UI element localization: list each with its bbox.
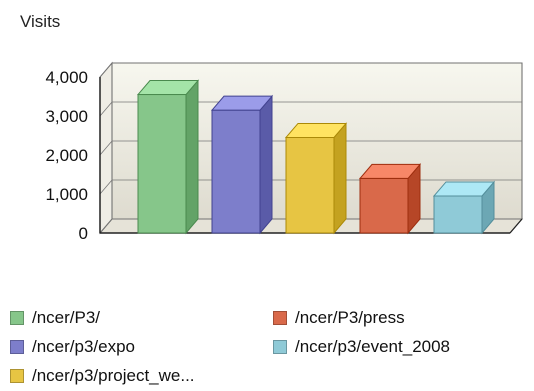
gridline-2	[99, 101, 522, 117]
y-tick-label-4: 1,000	[45, 185, 88, 204]
bar-5	[433, 195, 483, 234]
legend-label-1: /ncer/P3/	[32, 308, 101, 327]
gridline-1	[99, 62, 522, 78]
bar-3	[285, 136, 335, 234]
bar-4	[359, 177, 409, 234]
legend-swatch-2	[273, 311, 287, 325]
gridline-3	[99, 140, 522, 156]
bar-top-5	[432, 181, 496, 197]
bar-1	[137, 94, 187, 234]
legend-label-2: /ncer/P3/press	[295, 308, 405, 327]
bar-side-1	[185, 79, 199, 235]
legend-label-4: /ncer/p3/event_2008	[295, 337, 451, 356]
legend-swatch-3	[10, 340, 24, 354]
legend-swatch-4	[273, 340, 287, 354]
legend-label-3: /ncer/p3/expo	[32, 337, 136, 356]
y-tick-label-5: 0	[79, 224, 88, 243]
bar-chart: Visits 4,000 3,000 2,000 1,000 0	[20, 12, 524, 243]
y-tick-label-2: 3,000	[45, 107, 88, 126]
chart-title: Visits	[20, 12, 60, 31]
chart-legend: /ncer/P3/ /ncer/P3/press /ncer/p3/expo /…	[10, 306, 530, 390]
legend-item-1[interactable]: /ncer/P3/	[10, 306, 100, 330]
bar-top-2	[210, 95, 274, 111]
bar-2	[211, 109, 261, 234]
bar-side-2	[259, 94, 273, 235]
bar-top-1	[136, 80, 200, 96]
y-tick-label-3: 2,000	[45, 146, 88, 165]
floor-edge-line	[509, 218, 523, 234]
legend-item-4[interactable]: /ncer/p3/event_2008	[273, 335, 450, 359]
legend-swatch-1	[10, 311, 24, 325]
legend-swatch-5	[10, 369, 24, 383]
bar-top-4	[358, 163, 422, 179]
bar-top-3	[284, 122, 348, 138]
bar-side-3	[333, 122, 347, 235]
legend-label-5: /ncer/p3/project_we...	[32, 366, 195, 385]
legend-item-5[interactable]: /ncer/p3/project_we...	[10, 364, 195, 388]
legend-item-3[interactable]: /ncer/p3/expo	[10, 335, 135, 359]
legend-item-2[interactable]: /ncer/P3/press	[273, 306, 405, 330]
y-tick-label-1: 4,000	[45, 68, 88, 87]
